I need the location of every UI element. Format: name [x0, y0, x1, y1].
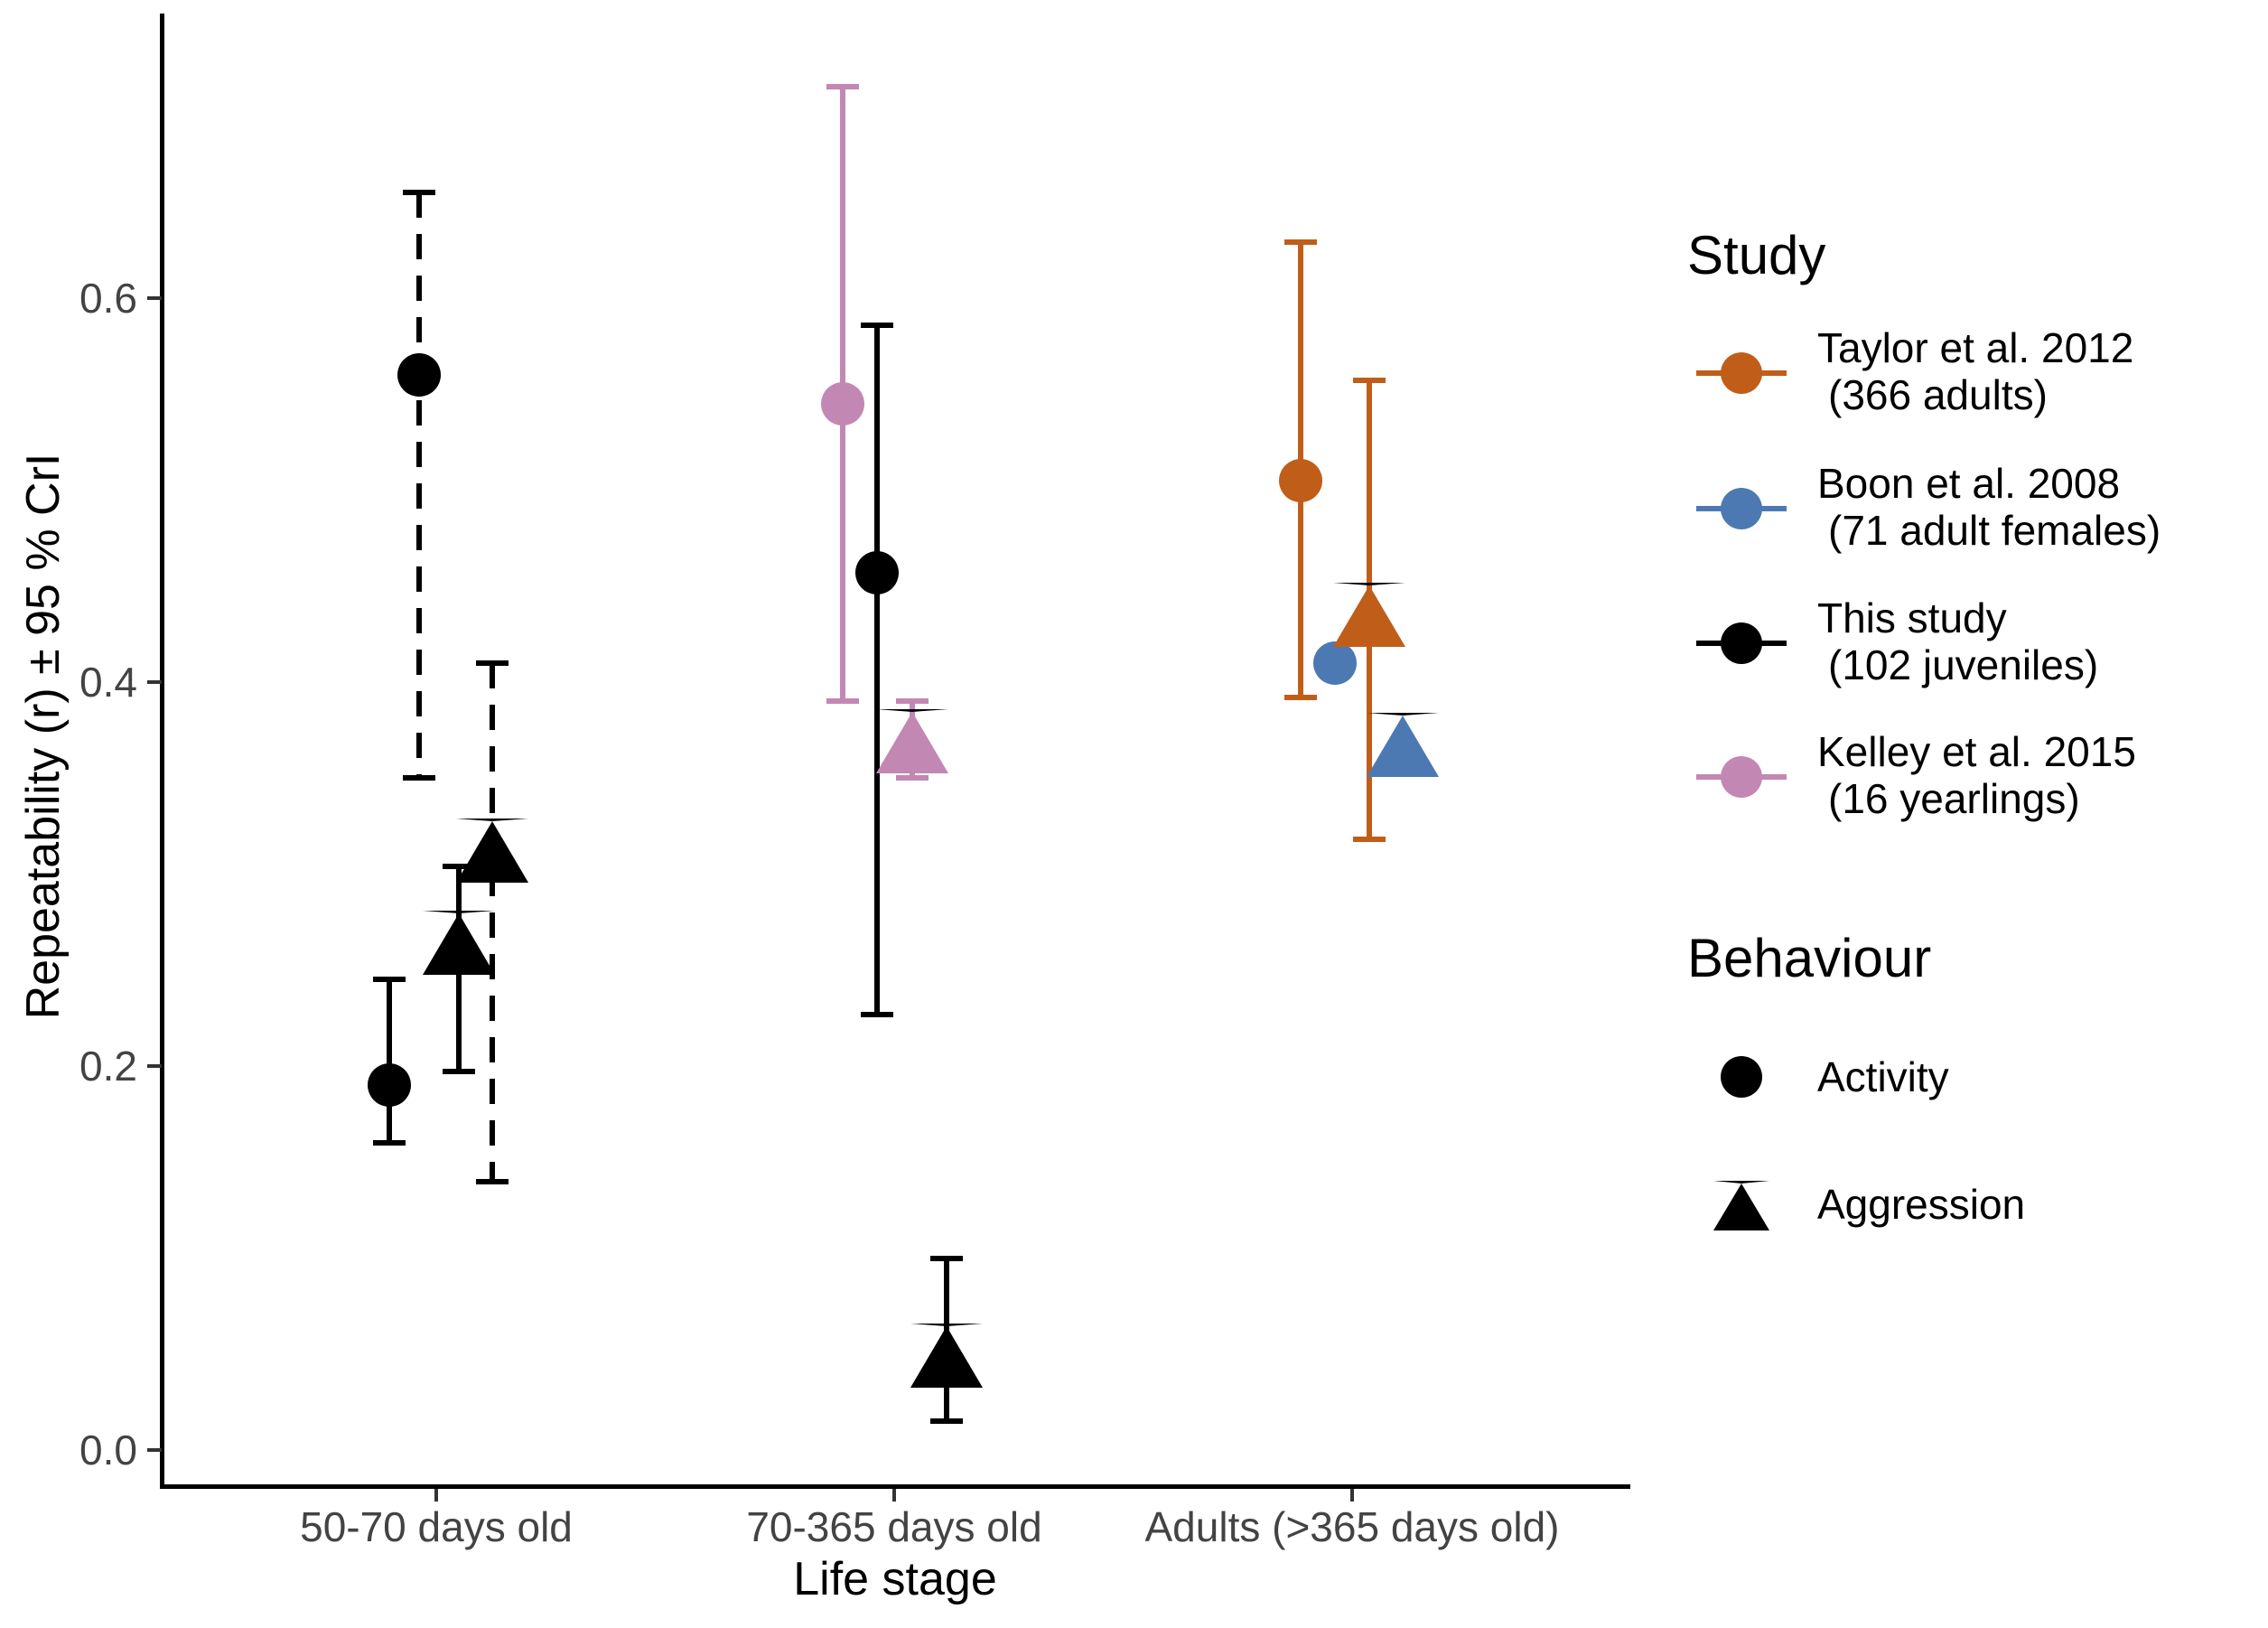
- ci-cap-bottom: [826, 698, 859, 705]
- ci-cap-top: [403, 190, 435, 196]
- ci-cap-top: [373, 977, 406, 983]
- ci-cap-bottom: [1353, 837, 1386, 843]
- study-legend-label: This study (102 juveniles): [1817, 594, 2098, 688]
- point-aggression-triangle: [423, 910, 495, 975]
- point-aggression-triangle: [876, 708, 948, 773]
- ci-cap-top: [930, 1255, 963, 1261]
- study-legend-label-line2: (16 yearlings): [1828, 775, 2080, 822]
- ci-cap-bottom: [896, 775, 929, 781]
- point-aggression-triangle: [1333, 582, 1405, 647]
- study-legend-label: Kelley et al. 2015 (16 yearlings): [1817, 728, 2136, 822]
- study-legend-label-line2: (366 adults): [1828, 371, 2048, 418]
- point-aggression-triangle: [910, 1323, 983, 1388]
- point-activity-circle: [368, 1063, 411, 1108]
- study-legend-label-line2: (102 juveniles): [1828, 641, 2099, 688]
- ci-cap-top: [476, 660, 509, 666]
- legend-key-circle: [1721, 756, 1762, 798]
- y-tick-mark: [147, 296, 162, 300]
- y-tick-mark: [147, 1448, 162, 1452]
- ci-bar-dashed: [416, 192, 422, 779]
- y-axis-line: [160, 14, 164, 1489]
- ci-bar-solid: [387, 979, 392, 1143]
- ci-cap-bottom: [443, 1069, 475, 1075]
- x-tick-label: 70-365 days old: [746, 1503, 1042, 1550]
- study-legend-label-line1: Boon et al. 2008: [1817, 460, 2121, 507]
- ci-cap-bottom: [403, 775, 435, 781]
- ci-bar-solid: [874, 324, 880, 1015]
- ci-cap-bottom: [930, 1418, 963, 1425]
- study-legend-label-line2: (71 adult females): [1828, 507, 2161, 554]
- legend-key-triangle: [1713, 1181, 1769, 1230]
- y-tick-label: 0.4: [79, 659, 137, 706]
- y-tick-label: 0.6: [79, 275, 137, 322]
- ci-cap-top: [1284, 239, 1317, 246]
- legend-key-circle: [1721, 622, 1762, 664]
- x-axis-line: [160, 1484, 1630, 1489]
- x-tick-mark: [1350, 1489, 1354, 1502]
- point-activity-circle: [397, 353, 441, 397]
- ci-cap-bottom: [1284, 695, 1317, 700]
- ci-cap-bottom: [861, 1011, 893, 1017]
- study-legend-label: Boon et al. 2008 (71 adult females): [1817, 460, 2161, 554]
- point-activity-circle: [1279, 458, 1322, 502]
- ci-cap-bottom: [373, 1140, 406, 1146]
- x-axis-title: Life stage: [793, 1553, 997, 1605]
- ci-cap-top: [861, 322, 893, 328]
- point-activity-circle: [855, 550, 899, 594]
- y-axis-title: Repeatability (r) ± 95 % CrI: [17, 453, 70, 1020]
- x-tick-mark: [892, 1489, 896, 1502]
- study-legend-label-line1: This study: [1817, 594, 2007, 641]
- behaviour-legend-label: Aggression: [1817, 1181, 2026, 1228]
- study-legend-title: Study: [1687, 225, 1826, 285]
- ci-cap-bottom: [476, 1178, 509, 1184]
- x-tick-label: Adults (>365 days old): [1144, 1503, 1560, 1550]
- y-tick-label: 0.0: [79, 1427, 137, 1474]
- x-tick-mark: [434, 1489, 438, 1502]
- legend-key-circle: [1721, 352, 1762, 394]
- point-activity-circle: [1313, 641, 1357, 685]
- legend-key-circle: [1721, 488, 1762, 529]
- study-legend-label: Taylor et al. 2012 (366 adults): [1817, 324, 2133, 418]
- y-tick-label: 0.2: [79, 1043, 137, 1090]
- study-legend-label-line1: Taylor et al. 2012: [1817, 324, 2134, 371]
- point-aggression-triangle: [456, 818, 528, 883]
- ci-cap-top: [896, 698, 929, 705]
- behaviour-legend-title: Behaviour: [1687, 928, 1932, 988]
- study-legend-label-line1: Kelley et al. 2015: [1817, 728, 2136, 775]
- legend-key-circle: [1721, 1056, 1762, 1098]
- behaviour-legend-label: Activity: [1817, 1053, 1949, 1100]
- ci-cap-top: [826, 84, 859, 90]
- y-tick-mark: [147, 1064, 162, 1068]
- point-aggression-triangle: [1367, 713, 1439, 777]
- point-activity-circle: [821, 381, 864, 426]
- ci-cap-top: [1353, 378, 1386, 384]
- x-tick-label: 50-70 days old: [300, 1503, 573, 1550]
- y-tick-mark: [147, 680, 162, 684]
